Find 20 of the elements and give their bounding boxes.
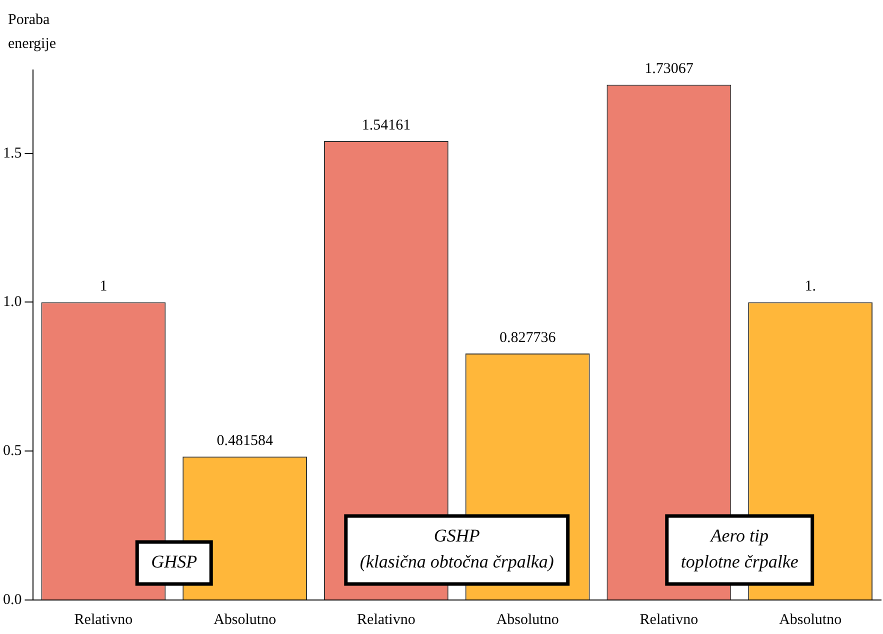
x-tick-label: Relativno (640, 612, 698, 628)
x-tick-label: Relativno (74, 612, 133, 628)
y-tick-label: 0.0 (3, 592, 22, 608)
data-label: 0.481584 (216, 433, 274, 450)
y-tick-label: 1.0 (3, 294, 22, 310)
annotation: GHSP (151, 552, 198, 572)
data-label: 1.54161 (362, 117, 411, 134)
y-tick-label: 0.5 (3, 443, 22, 460)
data-label: 1.73067 (644, 61, 694, 78)
annotation: Aero tip toplotne črpalke (680, 526, 798, 572)
data-label: 1. (804, 278, 816, 295)
y-axis-title: Poraba energije (8, 11, 58, 54)
y-tick-label: 1.5 (3, 145, 22, 162)
x-tick-label: Absolutno (496, 612, 559, 628)
data-label: 0.827736 (499, 330, 556, 346)
x-tick-label: Absolutno (779, 612, 842, 628)
data-label: 1 (100, 278, 108, 295)
x-tick-label: Relativno (357, 612, 416, 628)
annotation: GSHP (klasična obtočna črpalka) (360, 526, 554, 572)
x-tick-label: Absolutno (214, 612, 276, 628)
